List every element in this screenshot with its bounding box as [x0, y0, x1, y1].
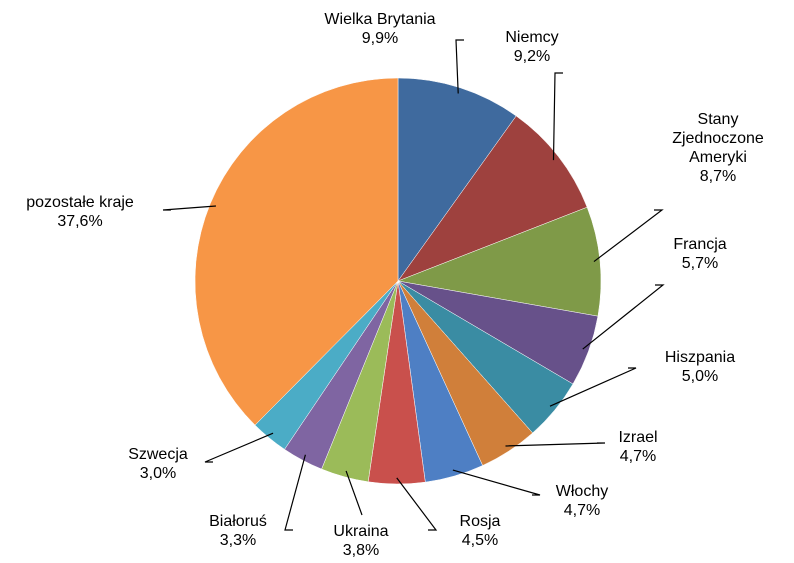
data-label: Białoruś 3,3%	[188, 512, 288, 550]
pie-slice	[397, 115, 588, 282]
value-label: 5,0%	[681, 368, 719, 385]
data-label: Wielka Brytania 9,9%	[300, 10, 460, 48]
data-label: Rosja 4,5%	[430, 512, 530, 550]
data-label: Ukraina 3,8%	[311, 522, 411, 560]
data-label: Francja 5,7%	[640, 235, 760, 273]
category-label: Wielka Brytania	[324, 11, 436, 28]
data-label: Hiszpania 5,0%	[640, 348, 760, 386]
pie-slice	[194, 77, 399, 426]
category-label: Stany Zjednoczone Ameryki	[672, 111, 764, 166]
leader-line	[204, 432, 274, 463]
value-label: 4,7%	[619, 448, 657, 465]
category-label: Ukraina	[333, 523, 389, 540]
leader-line	[593, 209, 664, 263]
leader-line	[455, 39, 464, 94]
data-label: Włochy 4,7%	[532, 482, 632, 520]
category-label: Izrael	[618, 429, 658, 446]
data-label: Niemcy 9,2%	[472, 28, 592, 66]
leader-line	[452, 469, 541, 496]
pie-slice	[397, 206, 602, 317]
leader-line	[284, 454, 306, 531]
leader-line	[552, 72, 563, 161]
value-label: 4,7%	[563, 502, 601, 519]
data-label: Szwecja 3,0%	[108, 445, 208, 483]
value-label: 3,0%	[139, 465, 177, 482]
leader-line	[505, 442, 606, 447]
category-label: Hiszpania	[664, 349, 736, 366]
data-label: pozostałe kraje 37,6%	[0, 193, 165, 231]
category-label: Włochy	[555, 483, 609, 500]
value-label: 3,3%	[219, 532, 257, 549]
leader-line	[162, 205, 216, 211]
data-label: Izrael 4,7%	[588, 428, 688, 466]
value-label: 3,8%	[342, 542, 380, 559]
value-label: 5,7%	[681, 255, 719, 272]
leader-line	[345, 470, 363, 516]
leader-line	[396, 477, 438, 531]
value-label: 9,2%	[513, 48, 551, 65]
value-label: 37,6%	[57, 213, 103, 230]
category-label: Francja	[673, 236, 727, 253]
data-label: Stany Zjednoczone Ameryki 8,7%	[668, 110, 768, 186]
category-label: Szwecja	[128, 446, 188, 463]
pie-slice	[397, 77, 517, 282]
value-label: 8,7%	[699, 168, 737, 185]
leader-line	[549, 367, 637, 407]
category-label: pozostałe kraje	[26, 194, 134, 211]
category-label: Niemcy	[505, 29, 559, 46]
value-label: 9,9%	[361, 30, 399, 47]
leader-line	[582, 284, 665, 350]
category-label: Rosja	[459, 513, 501, 530]
value-label: 4,5%	[461, 532, 499, 549]
category-label: Białoruś	[209, 513, 267, 530]
